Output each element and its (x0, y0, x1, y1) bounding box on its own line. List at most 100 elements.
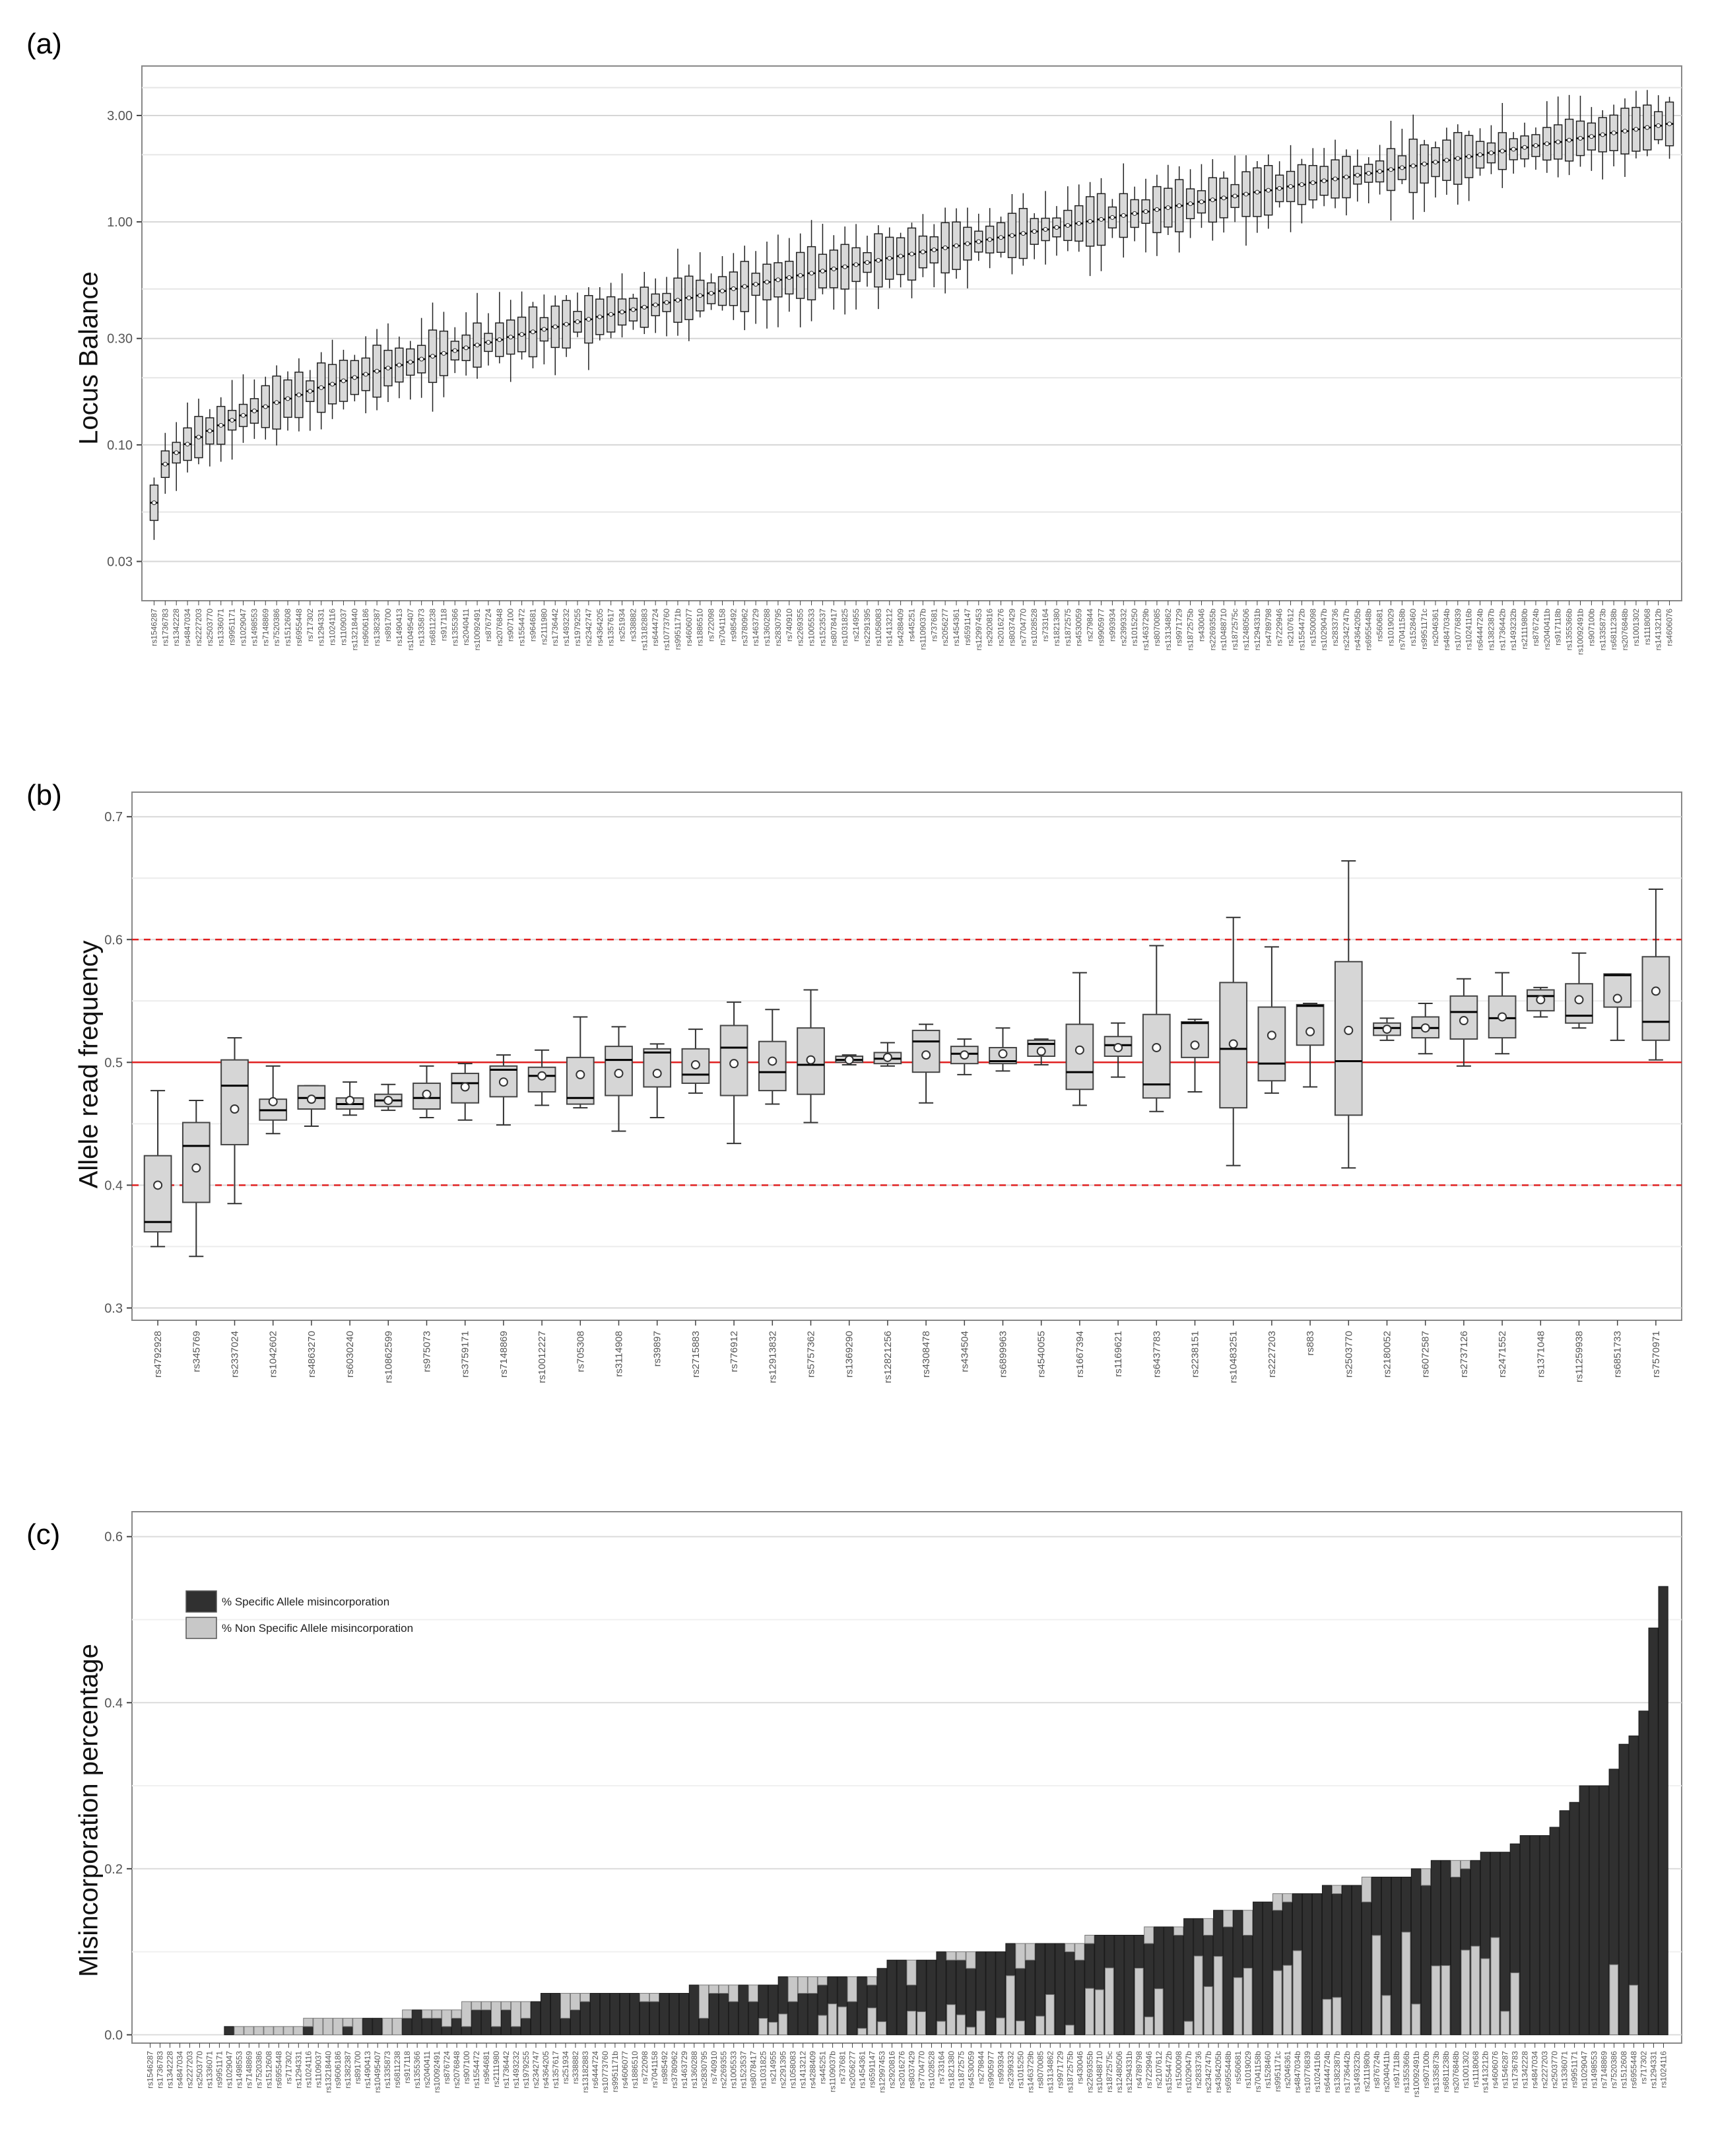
box-rs1493232b (1509, 132, 1518, 605)
box-rs1413212 (885, 227, 894, 605)
box-rs2337024 (220, 1037, 249, 1326)
bar-non-specific (698, 1984, 709, 2019)
mean-point (954, 243, 959, 248)
bar-specific (1450, 1876, 1461, 2035)
x-tick-label: rs12997453 (878, 2051, 887, 2093)
x-tick-label: rs1294331 (294, 2051, 303, 2089)
panel-c: (c) Misincorporation percentage 0.0 0.2 0.… (0, 1452, 1714, 2156)
x-tick-label: rs1979255 (521, 2051, 531, 2089)
box-rs3780962 (740, 246, 749, 605)
bar-non-specific (817, 1976, 828, 1986)
x-tick-label: rs10483251 (1228, 1331, 1239, 1383)
bar-specific (511, 2026, 521, 2035)
stacked-bar (253, 2026, 264, 2035)
x-tick-label: rs9971729 (1055, 2051, 1065, 2089)
bar-specific (1529, 1835, 1540, 2035)
stacked-bar (579, 1993, 591, 2035)
bar-specific (1164, 1926, 1174, 2035)
mean-point (1577, 136, 1583, 141)
box-rs9951171b (673, 248, 682, 605)
bar-non-specific (560, 1993, 571, 2019)
bar-specific (1055, 1943, 1065, 2035)
stacked-bar (1015, 1943, 1026, 2035)
box-rs6955448 (294, 358, 304, 605)
stacked-bar (1638, 1710, 1649, 2035)
bar-specific (748, 2001, 758, 2035)
x-tick-label: rs2920816 (888, 2051, 897, 2089)
x-tick-label: rs5757362 (806, 1331, 817, 1378)
bar-non-specific (234, 2026, 244, 2035)
mean-point (1109, 215, 1115, 220)
x-tick-label: rs2337024 (230, 1331, 241, 1378)
mean-point (363, 372, 368, 377)
x-tick-label: rs2830795 (700, 2051, 709, 2089)
stacked-bar (1253, 1901, 1263, 2035)
x-tick-label: rs975073 (422, 1331, 433, 1372)
bar-specific (422, 2017, 432, 2035)
box-rs6072587 (1411, 1003, 1440, 1326)
bar-inner-light (778, 2013, 788, 2035)
box-rs9905977 (1096, 178, 1106, 605)
bar-specific (1618, 1743, 1629, 2035)
bar-inner-light (1461, 1949, 1470, 2035)
bar-specific (1311, 1893, 1323, 2035)
bar-specific (1114, 1934, 1125, 2035)
box-rs2399332 (1119, 163, 1128, 605)
x-tick-label: rs964681 (482, 2051, 491, 2084)
stacked-bar (1470, 1860, 1480, 2035)
bar-specific (708, 1993, 719, 2035)
x-tick-label: rs1463729 (680, 2051, 689, 2089)
box-rs993934 (1107, 199, 1117, 605)
bar-non-specific (1144, 1926, 1154, 1944)
stacked-bar (550, 1993, 561, 2035)
mean-point (987, 237, 993, 242)
x-tick-label: rs9951171 (1570, 2051, 1579, 2088)
box-rs2715883 (681, 1028, 710, 1326)
mean-point (729, 1059, 739, 1069)
stacked-bar (501, 2001, 511, 2035)
box-rs1028528 (1030, 213, 1039, 605)
box-rs6811238 (428, 302, 438, 605)
x-tick-label: rs1118068 (1471, 2051, 1480, 2087)
mean-point (1544, 141, 1550, 147)
mean-point (698, 293, 703, 298)
mean-point (296, 392, 302, 397)
bar-non-specific (639, 1993, 650, 2002)
x-tick-label: rs1024116b (1465, 609, 1474, 650)
x-tick-label: rs1872575 (1063, 609, 1072, 646)
x-tick-label: rs1413212b (1654, 609, 1663, 651)
x-tick-label: rs1294331b (1253, 609, 1262, 651)
x-tick-label: rs1024116 (328, 609, 337, 646)
x-tick-label: rs1294331 (317, 609, 326, 646)
mean-point (768, 1056, 777, 1066)
mean-point (330, 382, 335, 387)
x-tick-label: rs8037429 (907, 2051, 916, 2089)
mean-point (921, 1050, 931, 1060)
x-tick-label: rs8070085 (1152, 609, 1162, 646)
mean-point (1277, 185, 1282, 191)
mean-point (1199, 199, 1204, 205)
x-tick-label: rs2269355 (796, 609, 805, 646)
x-tick-label: rs1554472b (1297, 609, 1306, 651)
x-tick-label: rs1058083 (789, 2051, 798, 2089)
x-tick-label: rs8078417 (829, 609, 838, 646)
x-tick-label: rs7570971 (1651, 1331, 1662, 1378)
bar-specific (1539, 1835, 1550, 2035)
mean-point (475, 343, 480, 348)
box-rs2040411 (461, 312, 471, 605)
x-tick-label: rs8078417 (749, 2051, 758, 2089)
stacked-bar (639, 1993, 650, 2035)
box-rs1109037b (918, 214, 928, 605)
box-rs1493232 (562, 294, 571, 605)
stacked-bar (1519, 1835, 1530, 2035)
bar-specific (1341, 1885, 1352, 2035)
box-rs6444724b (1475, 128, 1485, 605)
bar-inner-light (1480, 1958, 1490, 2035)
stacked-bar (649, 1993, 660, 2035)
bar-specific (1263, 1901, 1273, 2035)
box-rs1463729b (1141, 178, 1150, 605)
bar-inner-light (857, 2028, 867, 2035)
box-rs1821380 (1052, 206, 1061, 605)
box (220, 1059, 249, 1145)
stacked-bar (323, 2017, 333, 2035)
